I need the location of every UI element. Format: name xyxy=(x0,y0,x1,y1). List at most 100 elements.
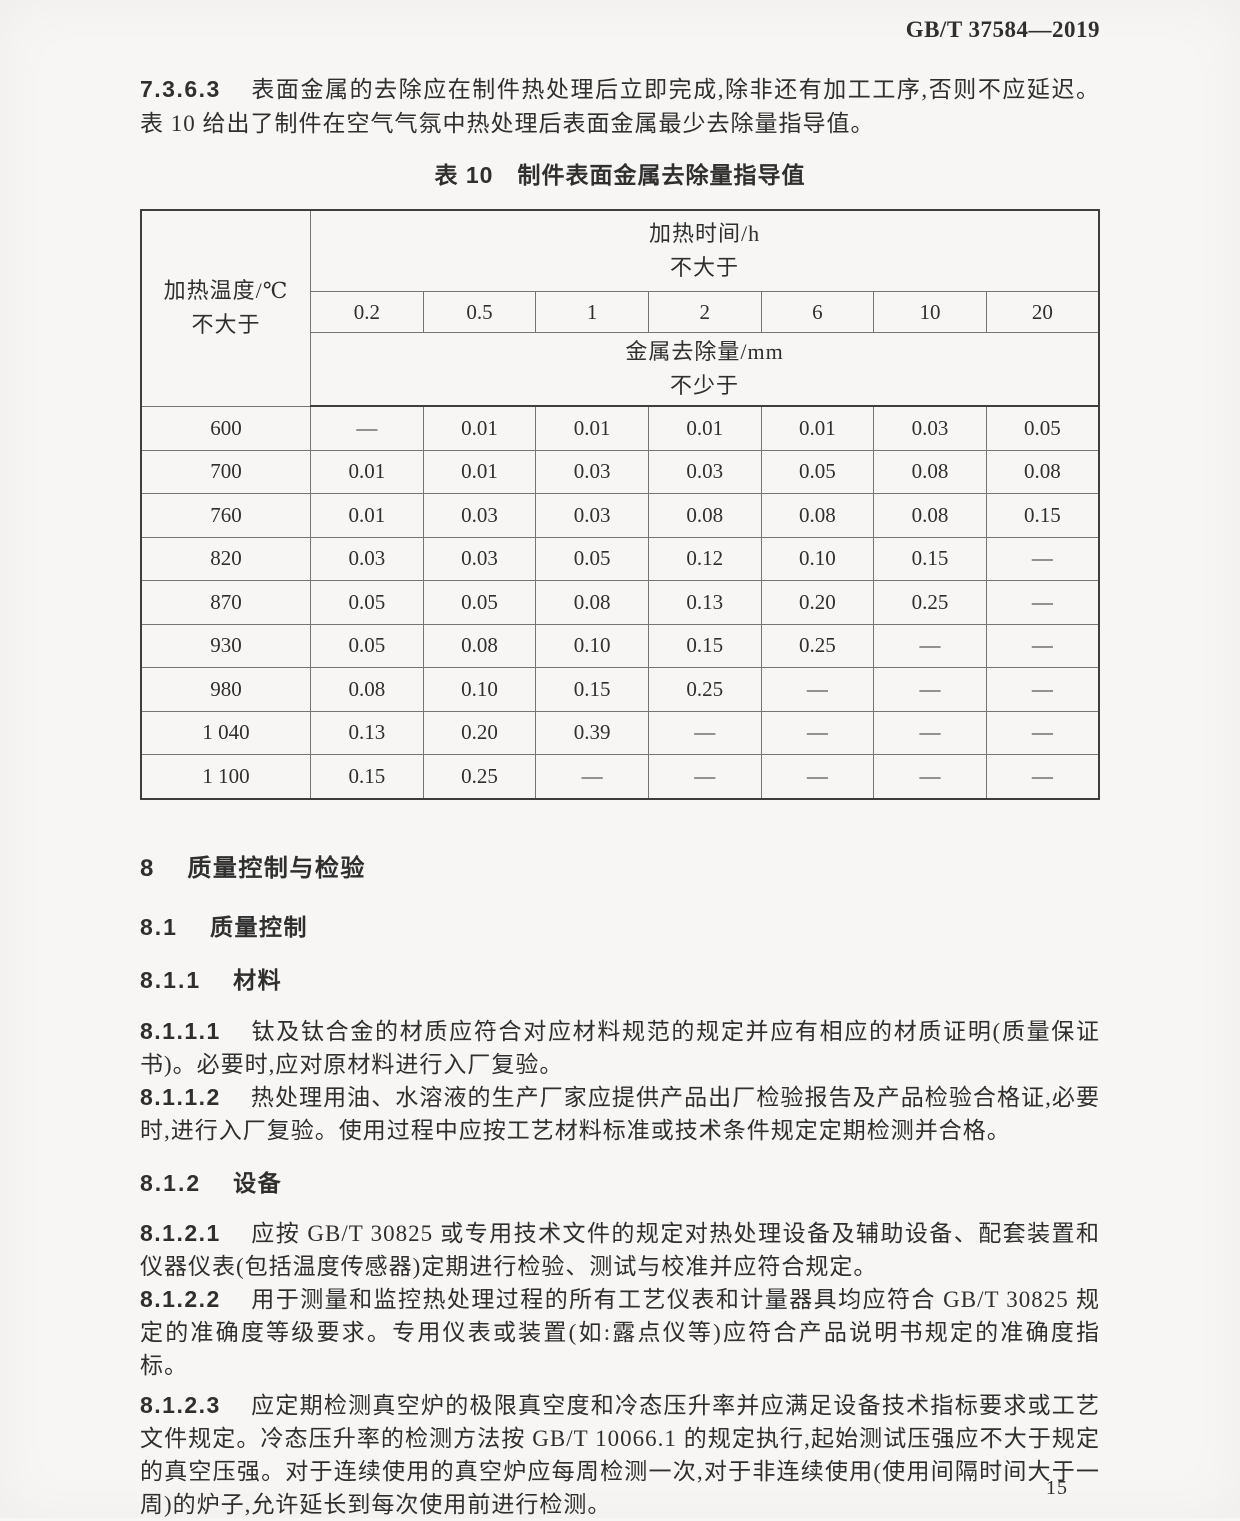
temp-cell: 930 xyxy=(140,623,312,668)
value-cell: 0.15 xyxy=(310,754,424,799)
value-cell: — xyxy=(985,710,1100,755)
temp-cell: 870 xyxy=(140,580,312,625)
value-cell: 0.10 xyxy=(422,667,537,712)
time-header-cell: 加热时间/h 不大于 xyxy=(310,209,1100,292)
table-row: 1 040 0.13 0.20 0.39 — — — — xyxy=(140,710,1100,755)
value-cell: 0.03 xyxy=(873,405,987,451)
value-cell: 0.01 xyxy=(647,405,762,451)
value-cell: 0.05 xyxy=(985,405,1100,451)
temp-cell: 820 xyxy=(140,536,312,581)
value-cell: 0.39 xyxy=(535,710,649,755)
value-cell: — xyxy=(873,710,987,755)
value-cell: 0.01 xyxy=(310,449,424,494)
value-cell: 0.01 xyxy=(535,405,649,451)
section-title: 设备 xyxy=(233,1169,283,1196)
value-cell: 0.01 xyxy=(422,405,537,451)
value-cell: — xyxy=(873,623,987,668)
time-value-cell: 10 xyxy=(873,291,987,333)
time-header-line2: 不大于 xyxy=(670,255,740,280)
table-row: 870 0.05 0.05 0.08 0.13 0.20 0.25 — xyxy=(140,580,1100,625)
value-cell: 0.01 xyxy=(760,405,875,451)
temp-cell: 980 xyxy=(140,667,312,712)
value-cell: 0.15 xyxy=(535,667,649,712)
value-cell: 0.08 xyxy=(535,580,649,625)
value-cell: 0.05 xyxy=(310,623,424,668)
table-header-row-time: 加热温度/℃ 不大于 加热时间/h 不大于 xyxy=(140,209,1100,407)
value-cell: 0.03 xyxy=(647,449,762,494)
clause-text: 用于测量和监控热处理过程的所有工艺仪表和计量器具均应符合 GB/T 30825 … xyxy=(140,1286,1100,1378)
section-heading-8-1: 8.1 质量控制 xyxy=(140,912,1100,942)
temp-cell: 1 100 xyxy=(140,754,312,799)
corner-header-line1: 加热温度/℃ xyxy=(163,278,289,304)
value-cell: 0.05 xyxy=(760,449,875,494)
value-cell: 0.03 xyxy=(422,493,537,538)
value-cell: 0.10 xyxy=(535,623,649,668)
table-row: 1 100 0.15 0.25 — — — — — xyxy=(140,754,1100,799)
clause-text: 应按 GB/T 30825 或专用技术文件的规定对热处理设备及辅助设备、配套装置… xyxy=(140,1220,1100,1279)
value-cell: 0.12 xyxy=(647,536,762,581)
time-value-cell: 20 xyxy=(985,291,1100,333)
clause-text: 表面金属的去除应在制件热处理后立即完成,除非还有加工工序,否则不应延迟。表 10… xyxy=(140,77,1100,136)
page-number: 15 xyxy=(1046,1477,1068,1499)
paragraph-8-1-2-3: 8.1.2.3 应定期检测真空炉的极限真空度和冷态压升率并应满足设备技术指标要求或… xyxy=(140,1389,1100,1521)
value-cell: 0.08 xyxy=(760,493,875,538)
corner-header-cell: 加热温度/℃ 不大于 xyxy=(140,209,312,407)
value-cell: 0.25 xyxy=(760,623,875,668)
value-cell: 0.25 xyxy=(873,580,987,625)
value-cell: 0.15 xyxy=(873,536,987,581)
paragraph-8-1-2-2: 8.1.2.2 用于测量和监控热处理过程的所有工艺仪表和计量器具均应符合 GB/T… xyxy=(140,1283,1100,1382)
value-cell: 0.08 xyxy=(647,493,762,538)
table-caption: 表 10 制件表面金属去除量指导值 xyxy=(434,162,806,188)
value-cell: 0.08 xyxy=(422,623,537,668)
section-number: 8.1 xyxy=(140,913,178,940)
value-cell: 0.03 xyxy=(535,493,649,538)
section-number: 8.1.2 xyxy=(140,1169,202,1196)
table-header-row-removal: 金属去除量/mm 不少于 xyxy=(141,332,1100,407)
clause-text: 钛及钛合金的材质应符合对应材料规范的规定并应有相应的材质证明(质量保证书)。必要… xyxy=(140,1018,1100,1077)
time-value-cell: 1 xyxy=(535,291,649,333)
value-cell: 0.05 xyxy=(310,580,424,625)
paragraph-8-1-1-1: 8.1.1.1 钛及钛合金的材质应符合对应材料规范的规定并应有相应的材质证明(质量… xyxy=(140,1015,1100,1081)
time-value-cell: 2 xyxy=(647,291,762,333)
clause-text: 应定期检测真空炉的极限真空度和冷态压升率并应满足设备技术指标要求或工艺文件规定。… xyxy=(140,1392,1100,1517)
clause-number: 7.3.6.3 xyxy=(140,76,221,102)
value-cell: 0.03 xyxy=(310,536,424,581)
value-cell: — xyxy=(985,580,1100,625)
value-cell: 0.10 xyxy=(760,536,875,581)
clause-number: 8.1.2.3 xyxy=(140,1391,221,1418)
value-cell: 0.08 xyxy=(310,667,424,712)
temp-cell: 1 040 xyxy=(140,710,312,755)
clause-number: 8.1.1.2 xyxy=(140,1083,221,1110)
value-cell: 0.25 xyxy=(422,754,537,799)
table-row: 930 0.05 0.08 0.10 0.15 0.25 — — xyxy=(140,623,1100,668)
value-cell: — xyxy=(760,710,875,755)
temp-cell: 760 xyxy=(140,493,312,538)
clause-number: 8.1.1.1 xyxy=(140,1017,221,1044)
value-cell: — xyxy=(873,754,987,799)
temp-cell: 600 xyxy=(140,405,312,451)
section-title: 质量控制 xyxy=(209,913,308,940)
removal-header-line2: 不少于 xyxy=(670,373,740,398)
value-cell: — xyxy=(647,754,762,799)
section-title: 材料 xyxy=(233,966,283,993)
clause-number: 8.1.2.1 xyxy=(140,1219,221,1246)
value-cell: 0.05 xyxy=(535,536,649,581)
clause-text: 热处理用油、水溶液的生产厂家应提供产品出厂检验报告及产品检验合格证,必要时,进行… xyxy=(140,1084,1100,1143)
value-cell: 0.13 xyxy=(310,710,424,755)
table-row: 600 — 0.01 0.01 0.01 0.01 0.03 0.05 xyxy=(140,405,1100,451)
value-cell: 0.15 xyxy=(985,493,1100,538)
time-value-cell: 0.5 xyxy=(422,291,537,333)
value-cell: — xyxy=(985,754,1100,799)
paragraph-8-1-2-1: 8.1.2.1 应按 GB/T 30825 或专用技术文件的规定对热处理设备及辅助… xyxy=(140,1217,1100,1283)
value-cell: — xyxy=(310,405,424,451)
table-row: 700 0.01 0.01 0.03 0.03 0.05 0.08 0.08 xyxy=(140,449,1100,494)
value-cell: 0.08 xyxy=(873,493,987,538)
table-row: 760 0.01 0.03 0.03 0.08 0.08 0.08 0.15 xyxy=(140,493,1100,538)
table-row: 980 0.08 0.10 0.15 0.25 — — — xyxy=(140,667,1100,712)
section-heading-8-1-2: 8.1.2 设备 xyxy=(140,1168,1100,1198)
section-heading-8: 8 质量控制与检验 xyxy=(140,854,1100,884)
section-number: 8 xyxy=(140,854,156,882)
value-cell: 0.08 xyxy=(985,449,1100,494)
removal-header-cell: 金属去除量/mm 不少于 xyxy=(310,332,1100,407)
